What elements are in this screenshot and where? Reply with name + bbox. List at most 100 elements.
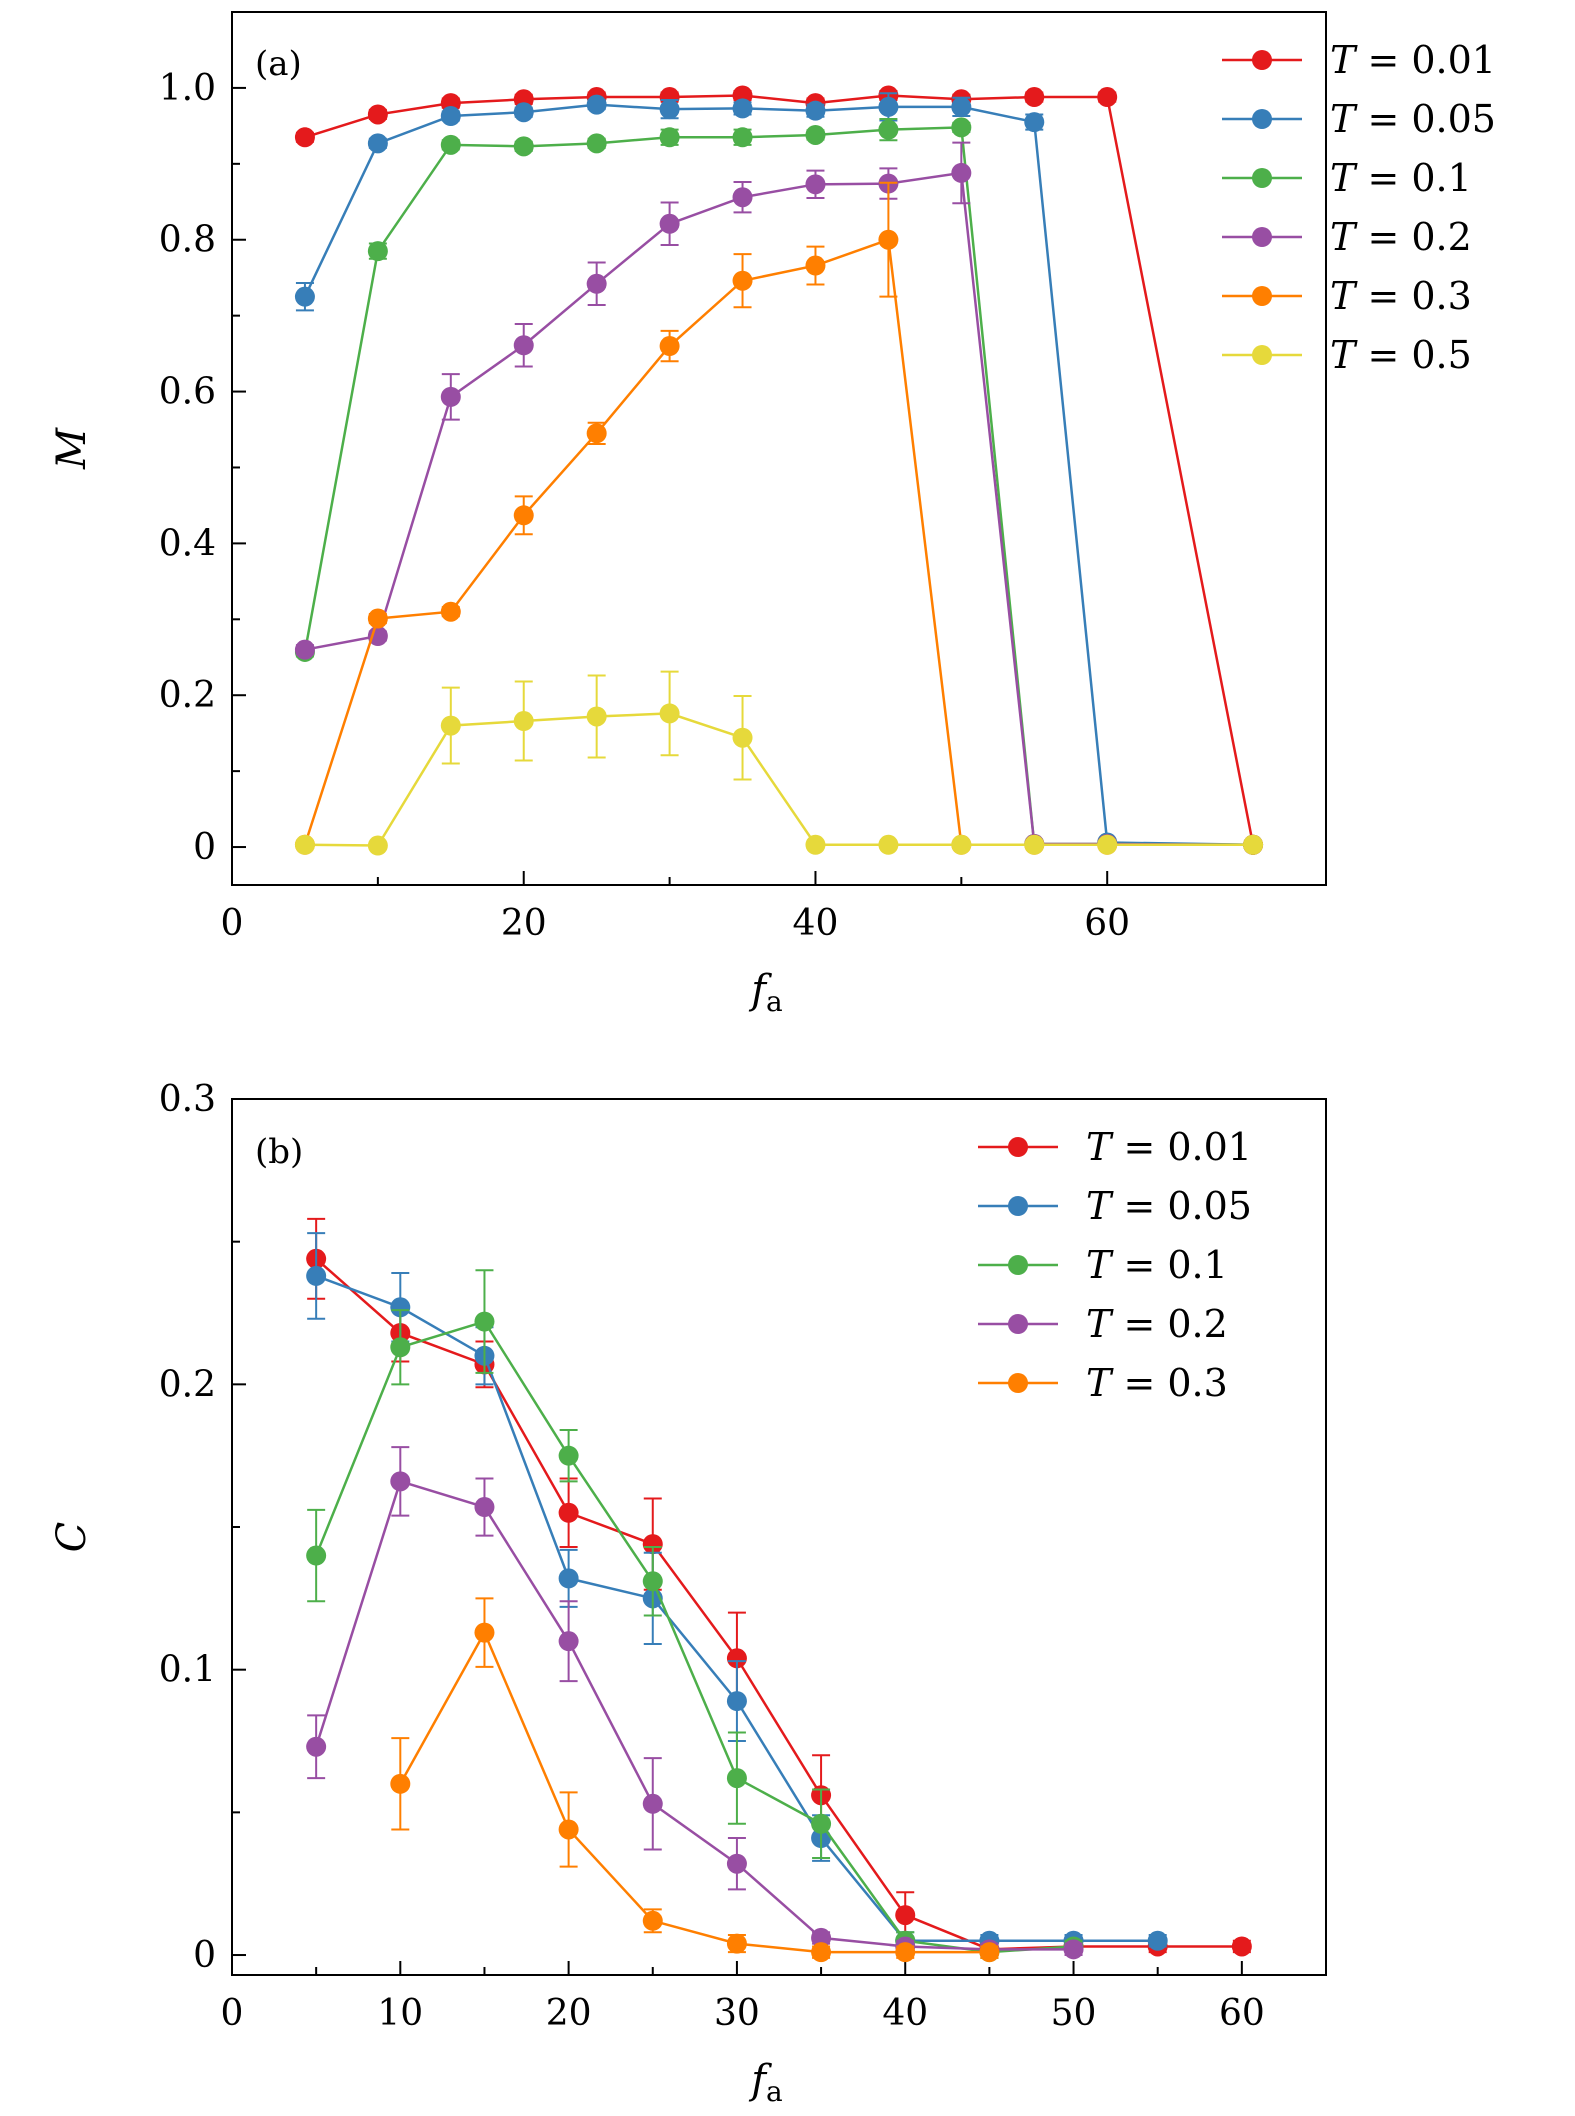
data-point bbox=[726, 1768, 747, 1789]
legend-marker bbox=[1008, 1255, 1028, 1275]
series-T-0-2 bbox=[306, 1446, 1084, 1960]
x-tick-label: 50 bbox=[1051, 1993, 1097, 2034]
data-point bbox=[732, 98, 753, 119]
data-point bbox=[558, 1445, 579, 1466]
data-point bbox=[895, 1942, 916, 1963]
legend-label: T = 0.1 bbox=[1330, 156, 1472, 200]
legend-marker bbox=[1252, 227, 1272, 247]
legend-marker bbox=[1008, 1314, 1028, 1334]
legend-label: T = 0.01 bbox=[1086, 1125, 1252, 1169]
x-axis-label: fa bbox=[748, 967, 783, 1018]
legend-label: T = 0.3 bbox=[1086, 1361, 1228, 1405]
data-point bbox=[659, 213, 680, 234]
x-tick-label: 40 bbox=[793, 903, 839, 944]
data-point bbox=[811, 1813, 832, 1834]
x-tick-label: 60 bbox=[1219, 1993, 1265, 2034]
series-line bbox=[315, 1257, 1242, 1951]
legend-label: T = 0.05 bbox=[1086, 1184, 1252, 1228]
data-point bbox=[878, 229, 899, 250]
plot-frame bbox=[231, 11, 1327, 886]
data-point bbox=[951, 162, 972, 183]
data-point bbox=[474, 1311, 495, 1332]
data-point bbox=[390, 1471, 411, 1492]
y-tick-label: 0.3 bbox=[159, 1079, 216, 1120]
data-point bbox=[558, 1631, 579, 1652]
data-point bbox=[558, 1568, 579, 1589]
data-point bbox=[805, 100, 826, 121]
legend-label: T = 0.2 bbox=[1330, 215, 1472, 259]
legend-marker bbox=[1252, 168, 1272, 188]
data-point bbox=[951, 117, 972, 138]
series-T-0-1 bbox=[306, 1269, 1084, 1963]
data-point bbox=[513, 102, 534, 123]
data-point bbox=[1231, 1936, 1252, 1957]
data-point bbox=[659, 127, 680, 148]
legend-marker bbox=[1008, 1196, 1028, 1216]
legend-label: T = 0.1 bbox=[1086, 1243, 1228, 1287]
data-point bbox=[513, 335, 534, 356]
data-point bbox=[367, 608, 388, 629]
data-point bbox=[586, 94, 607, 115]
data-point bbox=[732, 187, 753, 208]
data-point bbox=[811, 1927, 832, 1948]
legend-marker bbox=[1252, 109, 1272, 129]
data-point bbox=[1024, 87, 1045, 108]
data-point bbox=[726, 1853, 747, 1874]
legend-marker bbox=[1008, 1373, 1028, 1393]
series-line bbox=[314, 1320, 1074, 1954]
series-line bbox=[303, 126, 1254, 847]
x-tick-label: 60 bbox=[1084, 903, 1130, 944]
series-T-0-2 bbox=[294, 141, 1264, 855]
data-point bbox=[513, 505, 534, 526]
data-point bbox=[642, 1793, 663, 1814]
series-T-0-3 bbox=[390, 1597, 1000, 1963]
legend-marker bbox=[1008, 1137, 1028, 1157]
x-tick-label: 20 bbox=[546, 1993, 592, 2034]
data-point bbox=[642, 1534, 663, 1555]
data-point bbox=[951, 834, 972, 855]
legend-marker bbox=[1252, 286, 1272, 306]
data-point bbox=[306, 1265, 327, 1286]
data-point bbox=[586, 273, 607, 294]
data-point bbox=[726, 1648, 747, 1669]
data-point bbox=[440, 601, 461, 622]
data-point bbox=[586, 423, 607, 444]
data-point bbox=[878, 119, 899, 140]
y-axis-label: M bbox=[49, 427, 95, 470]
series-T-0-3 bbox=[294, 181, 1264, 855]
data-point bbox=[513, 136, 534, 157]
data-point bbox=[294, 127, 315, 148]
data-point bbox=[642, 1910, 663, 1931]
panel-label: (a) bbox=[255, 44, 302, 84]
data-point bbox=[558, 1819, 579, 1840]
y-tick-label: 0.2 bbox=[159, 1364, 216, 1405]
legend-label: T = 0.01 bbox=[1330, 38, 1496, 82]
legend-label: T = 0.3 bbox=[1330, 274, 1472, 318]
plot-frame bbox=[231, 1098, 1327, 1976]
data-point bbox=[440, 715, 461, 736]
data-point bbox=[1243, 834, 1264, 855]
y-tick-label: 0.2 bbox=[159, 675, 216, 716]
y-tick-label: 0 bbox=[193, 1935, 216, 1976]
data-point bbox=[732, 127, 753, 148]
y-tick-label: 0.4 bbox=[159, 523, 216, 564]
panel-b-chart: 0 10 20 30 40 50 60 0 0.1 0.2 0.3 fa C (b) T = 0.01 T =… bbox=[49, 1079, 1327, 2108]
y-tick-label: 1.0 bbox=[159, 68, 216, 109]
data-point bbox=[367, 104, 388, 125]
series-line bbox=[303, 238, 1254, 847]
legend-label: T = 0.05 bbox=[1330, 97, 1496, 141]
panel-a-chart: 0 20 40 60 0 0.2 0.4 0.6 0.8 1.0 fa M (a) T = 0.01 T =… bbox=[49, 11, 1496, 1018]
data-point bbox=[390, 1337, 411, 1358]
legend-label: T = 0.2 bbox=[1086, 1302, 1228, 1346]
data-point bbox=[390, 1297, 411, 1318]
x-tick-label: 0 bbox=[221, 1993, 244, 2034]
y-tick-label: 0.8 bbox=[159, 220, 216, 261]
data-point bbox=[1097, 834, 1118, 855]
data-point bbox=[1097, 87, 1118, 108]
y-axis-label: C bbox=[49, 1522, 95, 1553]
series-T-0-05 bbox=[294, 92, 1264, 855]
x-axis-label: fa bbox=[748, 2057, 783, 2108]
data-point bbox=[306, 1736, 327, 1757]
data-point bbox=[878, 834, 899, 855]
